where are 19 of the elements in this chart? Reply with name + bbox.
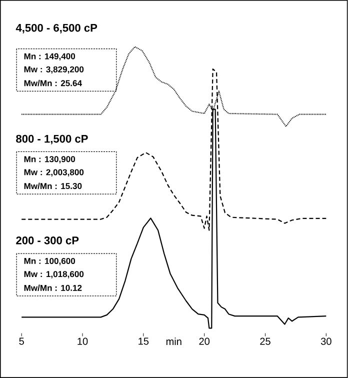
annotation: Mw : 3,829,200 xyxy=(24,66,84,74)
x-tick-label: 30 xyxy=(321,338,332,345)
x-tick-label: 10 xyxy=(78,338,88,345)
x-tick-label: 5 xyxy=(19,338,24,345)
annotation: Mn : 130,900 xyxy=(24,156,76,164)
x-tick-label: 25 xyxy=(260,338,271,345)
annotation: Mn : 149,400 xyxy=(24,53,76,61)
annotation: Mw/Mn : 10.12 xyxy=(24,284,82,292)
text: 4,500 - 6,500 cP xyxy=(16,24,98,34)
annotation: Mw : 2,003,800 xyxy=(24,169,84,177)
annotation: 200 - 300 cP xyxy=(16,236,79,244)
annotation: Mn : 100,600 xyxy=(24,258,76,266)
x-axis-title: min xyxy=(166,338,182,345)
x-tick-label: 15 xyxy=(138,338,149,345)
annotation: Mw/Mn : 25.64 xyxy=(24,80,82,86)
annotation: Mw/Mn : 15.30 xyxy=(24,182,82,190)
annotation: 800 - 1,500 cP xyxy=(16,134,88,144)
annotation: Mw : 1,018,600 xyxy=(24,271,84,278)
x-tick-label: 20 xyxy=(199,338,210,345)
